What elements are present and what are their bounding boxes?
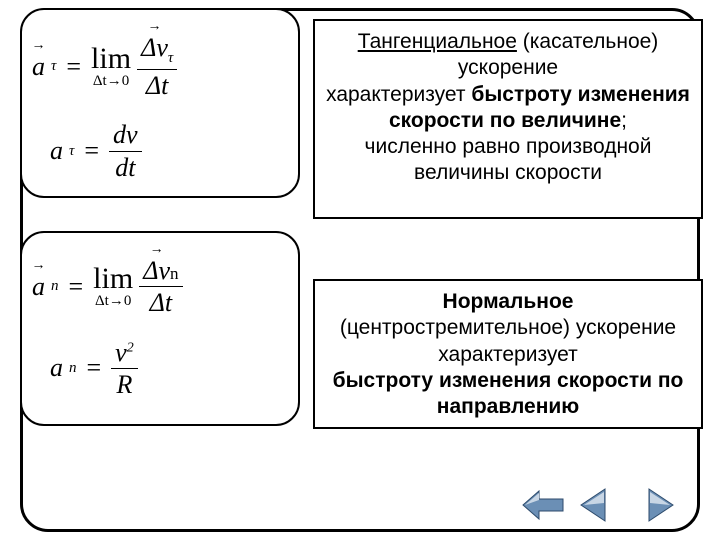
- normal-scalar-formula: an = v2 R: [50, 339, 288, 399]
- a-scalar-sub: τ: [69, 143, 74, 160]
- tangential-semi: ;: [621, 109, 627, 132]
- tangential-line3: численно равно производной величины скор…: [365, 135, 652, 184]
- lim-under: Δt→0: [93, 74, 129, 89]
- delta-frac2: Δvn Δt: [139, 257, 182, 317]
- v2-r-frac: v2 R: [111, 339, 138, 399]
- dt-den2: dt: [111, 152, 139, 181]
- limit-block2: lim Δt→0: [93, 264, 133, 309]
- a-scalar: a: [50, 136, 63, 166]
- lim-label: lim: [91, 44, 131, 74]
- normal-bold: быстроту изменения скорости по направлен…: [333, 369, 684, 418]
- limit-block: lim Δt→0: [91, 44, 131, 89]
- tangential-text-box: Тангенциальное (касательное) ускорение х…: [313, 19, 703, 219]
- dv-num: dv: [109, 121, 142, 151]
- next-arrow-icon: [633, 487, 677, 523]
- dv-dt-frac: dv dt: [109, 121, 142, 181]
- v-num: v: [115, 338, 127, 367]
- equals3: =: [65, 272, 88, 302]
- tangential-scalar-formula: aτ = dv dt: [50, 121, 288, 181]
- lim-under2: Δt→0: [95, 294, 131, 309]
- tangential-vector-formula: aτ = lim Δt→0 Δvτ Δt: [32, 34, 288, 99]
- dt-den3: Δt: [146, 287, 176, 316]
- lim-label2: lim: [93, 264, 133, 294]
- back-arrow-icon: [521, 487, 565, 523]
- v-exp: 2: [127, 340, 134, 355]
- prev-arrow-icon: [577, 487, 621, 523]
- dvn-sub: n: [170, 264, 179, 283]
- normal-line2: (центростремительное) ускорение характер…: [340, 316, 676, 365]
- nav-next-button[interactable]: [633, 487, 677, 523]
- tangential-formula-box: aτ = lim Δt→0 Δvτ Δt aτ = dv dt: [20, 8, 300, 198]
- normal-title: Нормальное: [443, 290, 574, 313]
- equals2: =: [80, 136, 103, 166]
- a-vec: a: [32, 52, 45, 81]
- slide-frame: aτ = lim Δt→0 Δvτ Δt aτ = dv dt Тангенци…: [20, 8, 700, 532]
- an-sub: n: [51, 278, 59, 295]
- dv-sub: τ: [168, 50, 173, 66]
- an-scalar-sub: n: [69, 360, 77, 377]
- an-scalar: a: [50, 353, 63, 383]
- an-vec: a: [32, 272, 45, 301]
- equals: =: [62, 52, 85, 82]
- dt-den: Δt: [142, 70, 172, 99]
- dv-vec: Δv: [141, 33, 168, 62]
- nav-buttons: [521, 487, 677, 523]
- equals4: =: [83, 353, 106, 383]
- r-den: R: [113, 369, 137, 398]
- nav-back-button[interactable]: [521, 487, 565, 523]
- normal-formula-box: an = lim Δt→0 Δvn Δt an = v2 R: [20, 231, 300, 426]
- normal-vector-formula: an = lim Δt→0 Δvn Δt: [32, 257, 288, 317]
- normal-text-box: Нормальное (центростремительное) ускорен…: [313, 279, 703, 429]
- dvn-vec: Δv: [143, 256, 170, 285]
- tangential-title: Тангенциальное: [358, 30, 517, 53]
- tangential-char: характеризует: [326, 83, 471, 106]
- delta-frac: Δvτ Δt: [137, 34, 177, 99]
- a-sub-tau: τ: [51, 58, 56, 75]
- nav-prev-button[interactable]: [577, 487, 621, 523]
